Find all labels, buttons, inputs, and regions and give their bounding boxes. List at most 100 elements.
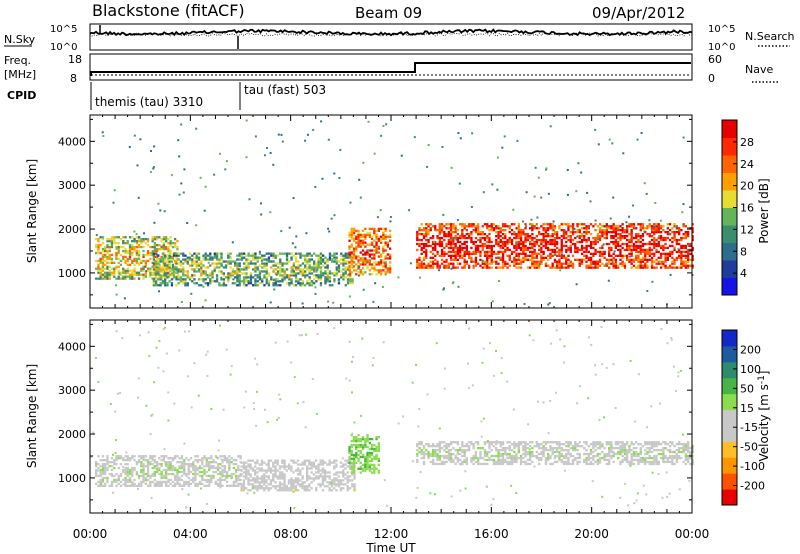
velocity-cell bbox=[373, 465, 376, 468]
velocity-cell bbox=[350, 443, 353, 447]
power-cell bbox=[245, 264, 248, 267]
power-cell bbox=[171, 263, 175, 266]
power-cell bbox=[222, 282, 225, 285]
power-cell bbox=[666, 246, 669, 250]
power-cell bbox=[592, 225, 595, 228]
velocity-cell bbox=[366, 438, 369, 441]
power-cell bbox=[162, 238, 165, 241]
power-cell bbox=[646, 266, 649, 269]
power-cell bbox=[238, 262, 241, 265]
power-cell bbox=[167, 261, 170, 264]
velocity-cell bbox=[260, 477, 264, 480]
power-cell bbox=[490, 244, 493, 248]
power-cell bbox=[146, 269, 150, 272]
power-cell bbox=[179, 252, 183, 255]
power-plot-area bbox=[90, 115, 692, 308]
velocity-cell bbox=[459, 447, 462, 450]
power-cell bbox=[603, 236, 606, 240]
power-cell bbox=[165, 247, 168, 251]
velocity-cell bbox=[140, 482, 143, 485]
power-cell bbox=[364, 253, 367, 256]
velocity-cell bbox=[346, 479, 349, 482]
power-cell bbox=[156, 265, 159, 268]
velocity-cell bbox=[216, 482, 220, 485]
power-cell bbox=[447, 264, 450, 267]
power-cell bbox=[632, 244, 636, 248]
power-cell bbox=[160, 245, 163, 248]
velocity-cell bbox=[146, 468, 150, 472]
power-cell bbox=[106, 249, 109, 253]
power-cell bbox=[578, 264, 581, 267]
velocity-cell bbox=[452, 441, 455, 444]
power-cell bbox=[587, 236, 590, 240]
velocity-cell bbox=[232, 466, 235, 470]
velocity-cell bbox=[292, 471, 295, 474]
velocity-cell bbox=[370, 467, 374, 470]
power-cell bbox=[461, 246, 464, 250]
power-cell bbox=[124, 249, 127, 253]
power-cell bbox=[164, 282, 167, 285]
power-cell bbox=[161, 270, 164, 273]
power-cell bbox=[628, 260, 631, 263]
velocity-cell bbox=[95, 465, 98, 468]
velocity-cell bbox=[101, 468, 105, 472]
power-cell bbox=[542, 236, 545, 240]
power-cell bbox=[348, 245, 351, 248]
velocity-cell bbox=[348, 447, 351, 451]
velocity-cell bbox=[477, 447, 480, 450]
velocity-cell bbox=[501, 441, 505, 444]
power-cell bbox=[540, 225, 543, 228]
velocity-cell bbox=[315, 475, 318, 478]
power-cell bbox=[558, 254, 561, 257]
power-cell bbox=[594, 262, 597, 265]
power-cell bbox=[169, 240, 172, 243]
power-cell bbox=[678, 256, 681, 259]
power-cell bbox=[465, 246, 468, 250]
power-cell bbox=[443, 254, 446, 257]
power-cell bbox=[174, 238, 177, 241]
velocity-cell bbox=[479, 450, 482, 454]
velocity-cell bbox=[373, 469, 376, 472]
power-cell bbox=[220, 258, 223, 261]
power-cell bbox=[261, 256, 264, 259]
velocity-cell bbox=[124, 480, 127, 484]
power-cell bbox=[142, 267, 145, 270]
power-cell bbox=[556, 240, 559, 244]
power-cell bbox=[481, 244, 484, 248]
velocity-cell bbox=[522, 441, 525, 444]
power-cell bbox=[294, 274, 298, 277]
power-cell bbox=[382, 249, 385, 252]
velocity-cell bbox=[308, 461, 311, 464]
power-cell bbox=[637, 246, 640, 250]
velocity-cell bbox=[203, 478, 206, 482]
power-cell bbox=[306, 266, 309, 269]
velocity-cell bbox=[144, 482, 147, 485]
power-cell bbox=[684, 233, 687, 236]
power-cell bbox=[585, 256, 588, 259]
power-cell bbox=[515, 252, 518, 255]
power-cell bbox=[501, 240, 505, 244]
velocity-cell bbox=[230, 457, 233, 460]
velocity-cell bbox=[242, 481, 246, 484]
power-cell bbox=[632, 236, 636, 240]
velocity-cell bbox=[474, 456, 478, 460]
power-cell bbox=[270, 278, 273, 281]
velocity-cell bbox=[212, 465, 215, 468]
power-cell bbox=[628, 244, 631, 248]
velocity-cell bbox=[137, 461, 141, 464]
noise-tick-top-right: 10^5 bbox=[708, 24, 735, 35]
power-cell bbox=[495, 266, 498, 269]
velocity-cell bbox=[131, 484, 134, 487]
velocity-cell bbox=[522, 445, 525, 448]
power-cell bbox=[416, 231, 419, 234]
power-cell bbox=[377, 247, 380, 250]
power-cell bbox=[431, 246, 435, 250]
power-cell bbox=[123, 297, 126, 300]
velocity-cell bbox=[128, 470, 132, 474]
power-cell bbox=[153, 259, 156, 263]
power-cell bbox=[160, 240, 163, 243]
power-cell bbox=[481, 231, 484, 234]
power-cell bbox=[351, 278, 354, 281]
velocity-cell bbox=[269, 479, 273, 482]
